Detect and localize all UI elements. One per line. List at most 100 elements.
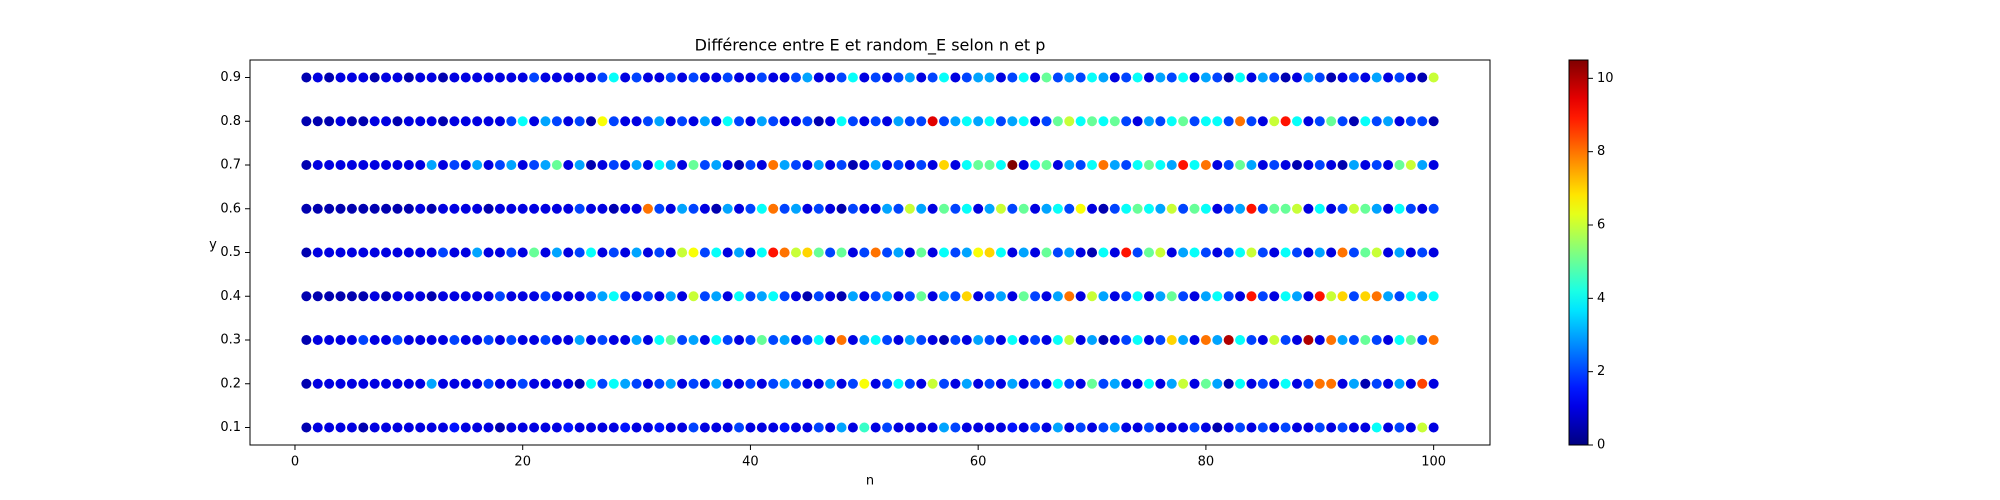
point xyxy=(734,116,745,127)
point xyxy=(882,378,893,389)
point xyxy=(1143,116,1154,127)
point xyxy=(529,247,540,258)
point xyxy=(1098,335,1109,345)
point xyxy=(802,335,813,345)
point xyxy=(563,422,574,433)
point xyxy=(324,291,335,302)
point xyxy=(1417,335,1428,345)
point xyxy=(802,160,813,170)
point xyxy=(597,291,608,302)
point xyxy=(813,203,824,214)
point xyxy=(540,203,551,214)
point xyxy=(620,203,631,214)
point xyxy=(1166,247,1177,258)
point xyxy=(1360,72,1371,83)
point xyxy=(1178,378,1189,389)
point xyxy=(438,247,449,258)
point xyxy=(1360,422,1371,433)
point xyxy=(1132,203,1143,214)
point xyxy=(642,291,653,302)
point xyxy=(563,247,574,258)
point xyxy=(836,422,847,433)
point xyxy=(1087,116,1098,127)
point xyxy=(882,422,893,433)
point xyxy=(608,203,619,214)
point xyxy=(1348,116,1359,127)
point xyxy=(813,72,824,83)
point xyxy=(642,160,653,170)
point xyxy=(426,247,437,258)
point xyxy=(1348,291,1359,302)
point xyxy=(642,422,653,433)
point xyxy=(403,72,414,83)
point xyxy=(1109,378,1120,389)
point xyxy=(540,291,551,302)
point xyxy=(1303,335,1314,345)
point xyxy=(415,291,426,302)
point xyxy=(335,422,346,433)
point xyxy=(1018,247,1029,258)
point xyxy=(335,247,346,258)
point xyxy=(984,422,995,433)
point xyxy=(472,422,483,433)
point xyxy=(517,291,528,302)
point xyxy=(620,291,631,302)
point xyxy=(1235,247,1246,258)
point xyxy=(836,72,847,83)
point xyxy=(608,160,619,170)
point xyxy=(893,378,904,389)
point xyxy=(324,72,335,83)
point xyxy=(950,335,961,345)
point xyxy=(1052,291,1063,302)
point xyxy=(381,72,392,83)
point xyxy=(722,247,733,258)
point xyxy=(608,335,619,345)
point xyxy=(642,247,653,258)
x-tick-label: 60 xyxy=(970,455,987,470)
point xyxy=(1405,203,1416,214)
point xyxy=(1269,203,1280,214)
point xyxy=(893,203,904,214)
point xyxy=(995,335,1006,345)
point xyxy=(529,160,540,170)
point xyxy=(1257,116,1268,127)
point xyxy=(790,247,801,258)
point xyxy=(324,378,335,389)
point xyxy=(426,116,437,127)
point xyxy=(688,160,699,170)
point xyxy=(1371,422,1382,433)
point xyxy=(1383,335,1394,345)
point xyxy=(722,335,733,345)
point xyxy=(802,378,813,389)
point xyxy=(1394,335,1405,345)
point xyxy=(870,203,881,214)
point xyxy=(904,203,915,214)
point xyxy=(1132,335,1143,345)
point xyxy=(346,422,357,433)
point xyxy=(449,160,460,170)
point xyxy=(768,203,779,214)
point xyxy=(734,378,745,389)
point xyxy=(1291,422,1302,433)
point xyxy=(779,335,790,345)
point xyxy=(1121,160,1132,170)
point xyxy=(574,335,585,345)
point xyxy=(301,335,312,345)
point xyxy=(1269,291,1280,302)
point xyxy=(734,203,745,214)
point xyxy=(1223,203,1234,214)
point xyxy=(1132,247,1143,258)
point xyxy=(1303,247,1314,258)
point xyxy=(631,335,642,345)
point xyxy=(1212,116,1223,127)
point xyxy=(1303,160,1314,170)
point xyxy=(415,247,426,258)
point xyxy=(1269,160,1280,170)
point xyxy=(1371,335,1382,345)
point xyxy=(825,72,836,83)
point xyxy=(1052,422,1063,433)
point xyxy=(1291,203,1302,214)
point xyxy=(335,378,346,389)
point xyxy=(608,247,619,258)
colorbar-tick-label: 4 xyxy=(1597,291,1605,306)
